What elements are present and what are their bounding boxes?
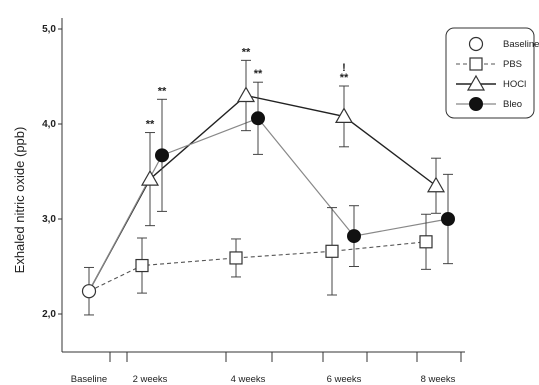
legend-marker [468, 36, 484, 52]
data-point-pbs [419, 235, 433, 249]
data-point-bleo [155, 148, 169, 163]
legend-entry: Baseline [503, 39, 539, 50]
legend-marker [469, 57, 483, 71]
x-tick-label: 4 weeks [231, 374, 266, 385]
x-tick-label: Baseline [71, 374, 107, 385]
legend-marker [469, 97, 483, 111]
significance-marker: ** [340, 72, 349, 84]
markers [81, 86, 455, 299]
x-tick-label: 8 weeks [421, 374, 456, 385]
x-tick-label: 2 weeks [133, 374, 168, 385]
data-point-bleo [441, 212, 455, 226]
legend-marker [466, 74, 486, 91]
y-tick-label: 5,0 [42, 24, 56, 35]
error-bars [84, 59, 453, 316]
data-point-pbs [135, 258, 149, 273]
significance-marker: ** [254, 68, 263, 80]
axes: 2,0 3,0 4,0 5,0 Baseline 2 weeks 4 weeks 6 week… [42, 18, 465, 385]
y-tick-label: 4,0 [42, 119, 56, 130]
legend-entry: Bleo [503, 99, 522, 110]
data-point-baseline [81, 284, 97, 299]
annotations: ******** **! [146, 46, 349, 130]
data-point-pbs [325, 244, 339, 258]
data-point-bleo [347, 229, 361, 244]
data-point-pbs [229, 251, 243, 265]
x-tick-label: 6 weeks [327, 374, 362, 385]
legend: Baseline PBS HOCl Bleo [445, 27, 539, 119]
data-point-bleo [251, 111, 265, 126]
data-point-hocl [334, 107, 354, 123]
legend-entry: PBS [503, 59, 522, 70]
significance-marker: ** [158, 85, 167, 97]
series-line-pbs [88, 241, 427, 292]
data-point-hocl [426, 176, 446, 193]
y-tick-label: 2,0 [42, 309, 56, 320]
data-point-hocl [236, 86, 256, 103]
data-point-hocl [140, 169, 160, 186]
legend-entry: HOCl [503, 79, 526, 90]
significance-marker: ! [342, 62, 346, 74]
y-axis-label: Exhaled nitric oxide (ppb) [12, 127, 27, 274]
significance-marker: ** [146, 119, 155, 131]
legend-box [445, 27, 535, 119]
significance-marker: ** [242, 46, 251, 58]
y-tick-label: 3,0 [42, 214, 56, 225]
